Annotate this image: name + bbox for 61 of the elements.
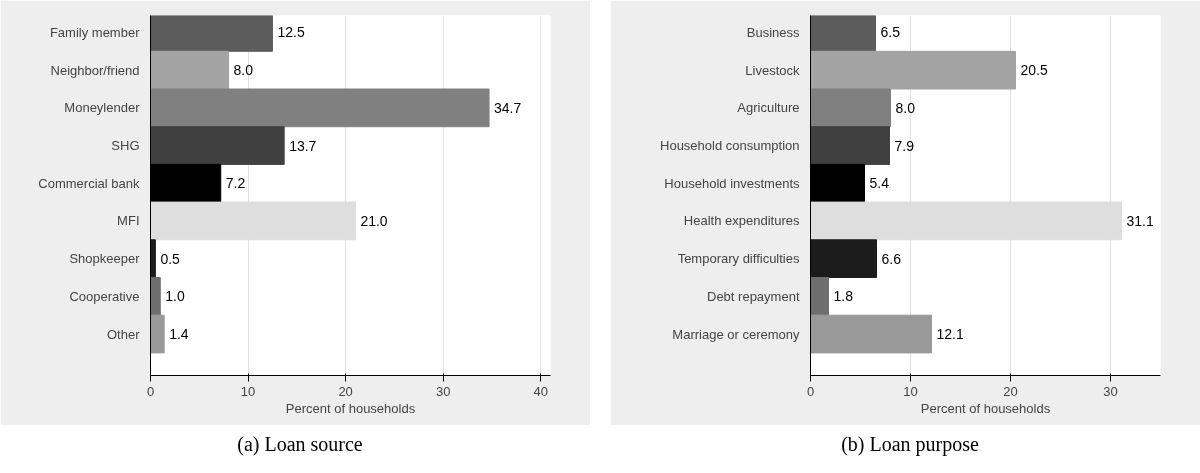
data-label: 5.4	[869, 175, 890, 192]
x-tick-label: 10	[240, 383, 256, 399]
bar	[150, 239, 156, 278]
bar	[150, 50, 230, 90]
data-label: 20.5	[1020, 62, 1048, 79]
bar	[150, 276, 161, 316]
y-tick-label: Shopkeeper	[69, 251, 141, 267]
y-tick-label: Health expenditures	[683, 213, 800, 229]
y-tick-label: Commercial bank	[38, 175, 140, 191]
bar	[810, 126, 890, 165]
data-label: 12.1	[936, 326, 964, 343]
y-tick-label: MFI	[117, 213, 140, 229]
data-label: 12.5	[277, 24, 305, 41]
y-tick-label: Livestock	[745, 62, 800, 78]
data-label: 1.4	[169, 326, 189, 343]
y-tick-label: Debt repayment	[707, 288, 800, 304]
x-tick-label: 0	[146, 383, 155, 399]
y-tick-label: Other	[106, 326, 141, 342]
data-label: 1.8	[833, 288, 854, 305]
x-axis-title: Percent of households	[920, 400, 1051, 416]
text: (a) Loan source	[236, 432, 364, 458]
data-label: 0.5	[160, 250, 181, 267]
data-label: 13.7	[289, 137, 317, 154]
x-tick-label: 20	[338, 383, 353, 399]
bar	[150, 88, 490, 128]
x-tick-label: 10	[903, 383, 918, 399]
y-tick-label: SHG	[111, 138, 140, 154]
y-tick-label: Temporary difficulties	[677, 251, 800, 267]
bar	[150, 314, 165, 354]
y-tick-label: Marriage or ceremony	[672, 326, 800, 342]
y-tick-label: Business	[746, 24, 800, 40]
bar	[810, 50, 1016, 90]
x-tick-label: 30	[1103, 383, 1118, 399]
data-label: 8.0	[895, 99, 916, 116]
y-tick-label: Household investments	[664, 175, 800, 191]
bar	[810, 314, 932, 354]
y-tick-label: Agriculture	[737, 100, 800, 116]
bar	[150, 126, 285, 165]
data-label: 31.1	[1126, 212, 1154, 229]
data-label: 7.2	[225, 175, 246, 192]
data-label: 6.5	[880, 24, 901, 41]
data-label: 6.6	[881, 250, 902, 267]
bar	[810, 88, 891, 128]
y-tick-label: Household consumption	[660, 138, 800, 154]
bar	[810, 276, 829, 316]
x-tick-label: 0	[806, 383, 815, 399]
data-label: 7.9	[894, 137, 915, 154]
data-label: 8.0	[233, 62, 254, 79]
y-tick-label: Moneylender	[64, 100, 141, 116]
data-label: 34.7	[494, 99, 522, 116]
data-label: 1.0	[165, 288, 185, 305]
x-tick-label: 30	[435, 383, 451, 399]
data-label: 21.0	[360, 212, 388, 229]
y-tick-label: Neighbor/friend	[50, 62, 140, 78]
y-tick-label: Cooperative	[69, 288, 140, 304]
x-tick-label: 40	[533, 383, 548, 399]
bar	[810, 239, 877, 278]
x-tick-label: 20	[1003, 383, 1018, 399]
text: (b) Loan purpose	[840, 432, 980, 458]
y-tick-label: Family member	[49, 24, 141, 40]
x-axis-title: Percent of households	[285, 400, 416, 416]
